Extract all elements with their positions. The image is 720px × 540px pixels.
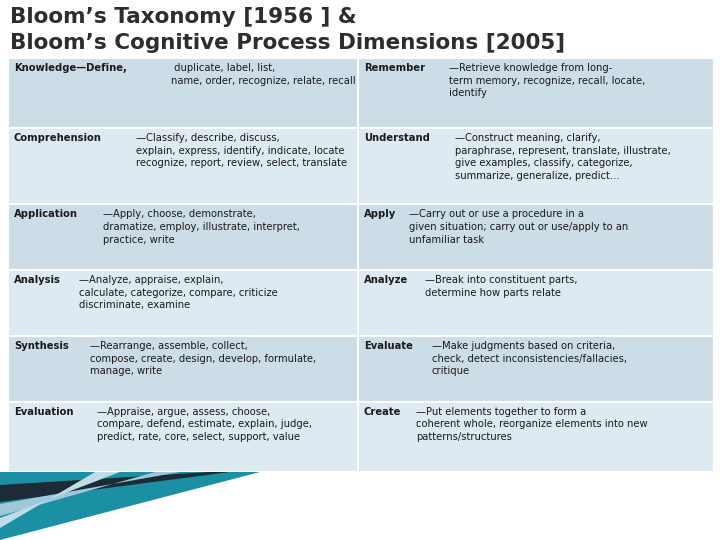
Text: —Classify, describe, discuss,
explain, express, identify, indicate, locate
recog: —Classify, describe, discuss, explain, e… (136, 133, 347, 168)
Text: —Apply, choose, demonstrate,
dramatize, employ, illustrate, interpret,
practice,: —Apply, choose, demonstrate, dramatize, … (103, 210, 300, 245)
Text: —Put elements together to form a
coherent whole, reorganize elements into new
pa: —Put elements together to form a coheren… (416, 407, 647, 442)
Polygon shape (0, 472, 230, 502)
Polygon shape (0, 472, 180, 516)
Bar (8, 271, 358, 336)
Bar (8, 336, 358, 402)
Text: Bloom’s Taxonomy [1956 ] &: Bloom’s Taxonomy [1956 ] & (10, 7, 356, 27)
Bar (8, 128, 358, 205)
Bar (358, 205, 714, 271)
Bar (8, 402, 358, 472)
Text: Apply: Apply (364, 210, 396, 219)
Text: —Analyze, appraise, explain,
calculate, categorize, compare, criticize
discrimin: —Analyze, appraise, explain, calculate, … (79, 275, 278, 310)
Text: —Construct meaning, clarify,
paraphrase, represent, translate, illustrate,
give : —Construct meaning, clarify, paraphrase,… (456, 133, 671, 181)
Bar (8, 58, 714, 472)
Polygon shape (0, 472, 120, 528)
Text: Knowledge—Define,: Knowledge—Define, (14, 63, 127, 73)
Text: Create: Create (364, 407, 401, 417)
Bar (358, 402, 714, 472)
Text: Bloom’s Cognitive Process Dimensions [2005]: Bloom’s Cognitive Process Dimensions [20… (10, 33, 565, 53)
Text: Understand: Understand (364, 133, 430, 143)
Text: duplicate, label, list,
name, order, recognize, relate, recall: duplicate, label, list, name, order, rec… (171, 63, 356, 85)
Bar (358, 128, 714, 205)
Text: Remember: Remember (364, 63, 425, 73)
Text: —Break into constituent parts,
determine how parts relate: —Break into constituent parts, determine… (426, 275, 578, 298)
Bar (358, 336, 714, 402)
Text: —Appraise, argue, assess, choose,
compare, defend, estimate, explain, judge,
pre: —Appraise, argue, assess, choose, compar… (96, 407, 312, 442)
Text: Comprehension: Comprehension (14, 133, 102, 143)
Text: Analysis: Analysis (14, 275, 61, 285)
Text: Application: Application (14, 210, 78, 219)
Text: Evaluate: Evaluate (364, 341, 413, 351)
Bar (358, 58, 714, 128)
Text: Synthesis: Synthesis (14, 341, 68, 351)
Bar (8, 58, 358, 128)
Text: —Rearrange, assemble, collect,
compose, create, design, develop, formulate,
mana: —Rearrange, assemble, collect, compose, … (90, 341, 316, 376)
Text: Evaluation: Evaluation (14, 407, 73, 417)
Polygon shape (0, 472, 260, 540)
Bar (358, 271, 714, 336)
Text: —Make judgments based on criteria,
check, detect inconsistencies/fallacies,
crit: —Make judgments based on criteria, check… (432, 341, 627, 376)
Text: —Carry out or use a procedure in a
given situation; carry out or use/apply to an: —Carry out or use a procedure in a given… (409, 210, 628, 245)
Text: —Retrieve knowledge from long-
term memory, recognize, recall, locate,
identify: —Retrieve knowledge from long- term memo… (449, 63, 645, 98)
Text: Analyze: Analyze (364, 275, 408, 285)
Bar (8, 205, 358, 271)
